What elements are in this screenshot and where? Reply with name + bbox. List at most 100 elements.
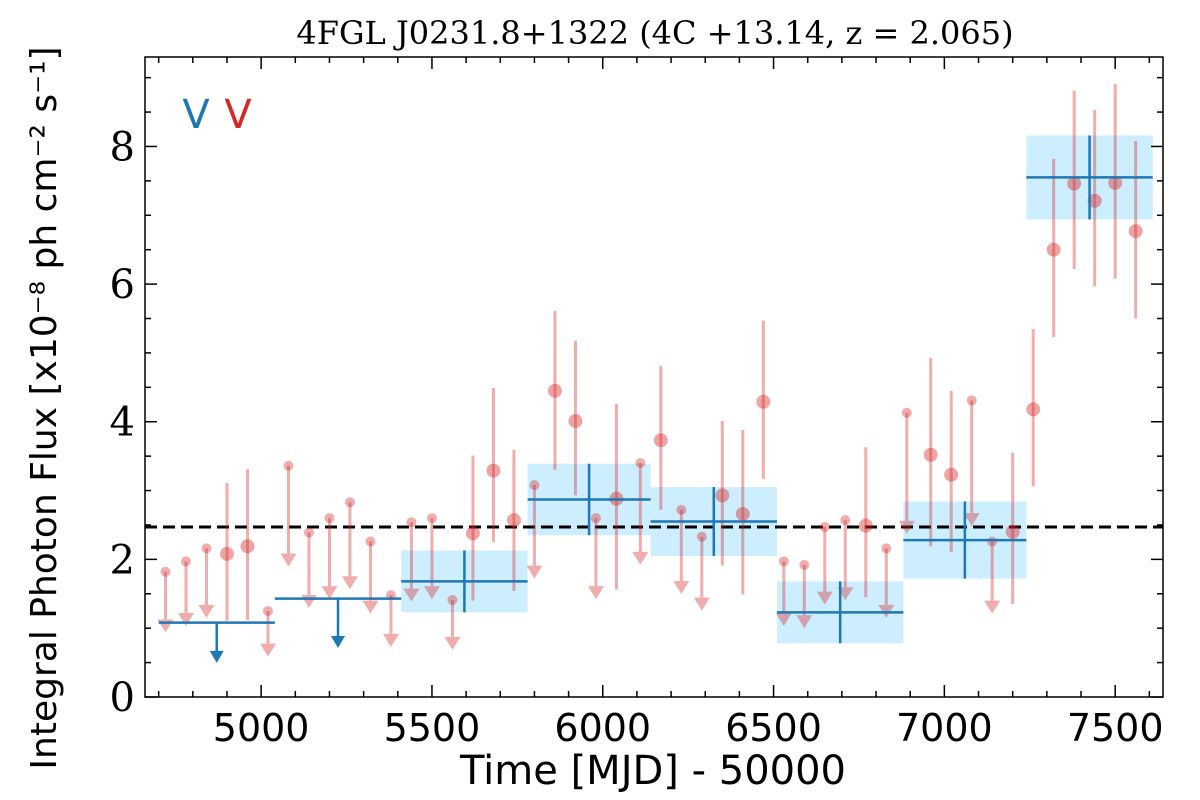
short-bin-point [898,407,915,534]
short-bin-point [1046,158,1061,338]
y-tick-label: 0 [110,675,135,721]
short-bin-ul-dot [696,531,707,542]
short-bin-marker [506,513,521,528]
short-bin-ul-arrow [259,643,276,657]
short-bin-point [403,517,420,602]
long-bin-series [158,135,1153,663]
long-bin-point [776,581,904,644]
short-bin-point [715,421,730,566]
short-bin-ul-dot [447,594,458,605]
x-tick-label: 5000 [213,706,310,750]
plot-frame [144,56,1164,698]
short-bin-ul-arrow [775,612,792,626]
short-bin-point [486,388,501,543]
short-bin-ul-arrow [157,619,174,633]
short-bin-marker [715,488,730,503]
short-bin-ul-dot [365,536,376,547]
short-bin-marker [1005,524,1020,539]
short-bin-ul-arrow [673,580,690,594]
short-bin-marker [944,467,959,482]
short-bin-point [609,403,624,590]
short-bin-point [858,447,873,598]
y-tick-label: 2 [110,537,135,583]
short-bin-point [963,395,980,527]
short-bin-ul-dot [426,513,437,524]
short-bin-ul-arrow [444,636,461,650]
short-bin-ul-dot [324,513,335,524]
short-bin-point [1108,83,1123,279]
short-bin-ul-dot [180,556,191,567]
short-bin-ul-arrow [526,565,543,579]
short-bin-point [506,449,521,592]
short-bin-point [632,458,649,565]
short-bin-ul-arrow [632,551,649,565]
short-bin-ul-dot [160,566,171,577]
long-bin-point [401,550,528,613]
short-bin-ul-dot [344,497,355,508]
short-bin-point [219,482,234,621]
short-bin-point [198,543,215,618]
short-bin-marker [240,539,255,554]
short-bin-ul-dot [590,513,601,524]
y-axis-label: Integral Photon Flux [x10⁻⁸ ph cm⁻² s⁻¹] [24,46,65,769]
short-bin-ul-dot [262,605,273,616]
x-tick-label: 6000 [554,706,651,750]
short-bin-ul-arrow [198,604,215,618]
long-bin-ul-arrow [209,650,224,663]
short-bin-marker [756,394,771,409]
short-bin-marker [1026,402,1041,417]
short-bin-ul-arrow [423,586,440,600]
short-bin-ul-arrow [898,520,915,534]
short-bin-ul-arrow [321,586,338,600]
short-bin-point [944,390,959,552]
short-bin-marker [1108,175,1123,190]
legend-marker-long-bins: V [182,92,210,138]
short-bin-point [775,556,792,626]
long-bin-point [903,501,1027,579]
short-bin-point [362,536,379,614]
short-bin-ul-dot [303,527,314,538]
short-bin-marker [735,506,750,521]
short-bin-point [1087,109,1102,287]
short-bin-point [321,513,338,600]
long-bin-point [274,597,402,648]
short-bin-point [300,527,317,609]
short-bin-point [280,460,297,567]
short-bin-ul-arrow [341,576,358,590]
short-bin-point [1026,328,1041,487]
short-bin-ul-dot [676,504,687,515]
short-bin-point [756,320,771,479]
long-bin-point [158,621,275,663]
y-tick-label: 8 [110,124,135,170]
chart-title: 4FGL J0231.8+1322 (4C +13.14, z = 2.065) [296,14,1013,52]
x-axis-label: Time [MJD] - 50000 [459,748,846,794]
short-bin-ul-dot [778,556,789,567]
short-bin-ul-arrow [382,633,399,647]
short-bin-point [796,559,813,629]
x-tick-label: 6500 [725,706,822,750]
short-bin-ul-arrow [816,591,833,605]
short-bin-point [177,556,194,626]
short-bin-ul-arrow [796,615,813,629]
short-bin-ul-dot [529,480,540,491]
legend-marker-short-bins: V [224,92,252,138]
long-bin-point [527,463,651,536]
short-bin-marker [653,433,668,448]
short-bin-ul-arrow [984,600,1001,614]
short-bin-marker [486,463,501,478]
short-bin-marker [219,546,234,561]
short-bin-marker [1087,193,1102,208]
short-bin-ul-dot [406,517,417,528]
short-bin-point [465,455,480,601]
short-bin-ul-dot [799,559,810,570]
short-bin-point [240,469,255,620]
short-bin-ul-arrow [177,612,194,626]
short-bin-point [1067,90,1082,269]
x-tick-label: 5500 [384,706,481,750]
short-bin-point [259,605,276,657]
short-bin-point [1005,452,1020,605]
short-bin-ul-dot [840,515,851,526]
short-bin-point [587,513,604,600]
short-bin-marker [465,526,480,541]
